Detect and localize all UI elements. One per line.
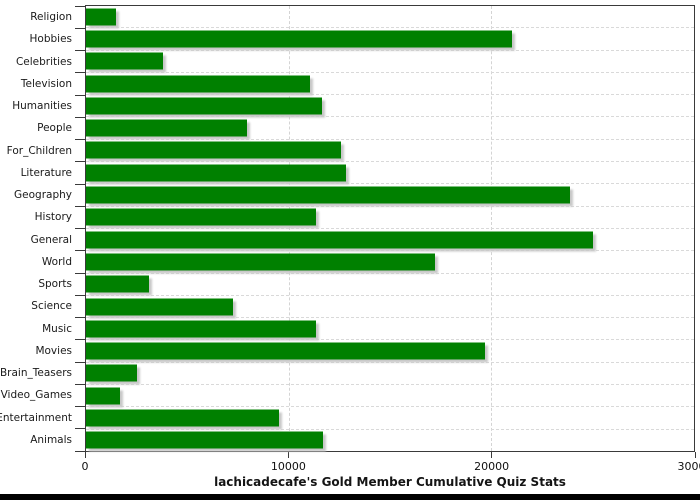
bar-history xyxy=(86,208,317,226)
y-axis-tick xyxy=(75,294,85,296)
x-axis-tick-30000 xyxy=(694,452,696,458)
bar-animals xyxy=(86,431,324,449)
y-axis-label-humanities: Humanities xyxy=(12,100,72,113)
y-axis-tick xyxy=(75,406,85,407)
y-axis-tick xyxy=(75,72,85,74)
y-axis-label-television: Television xyxy=(20,77,72,90)
y-axis-tick xyxy=(75,205,85,207)
y-axis-label-geography: Geography xyxy=(14,189,72,202)
y-axis-tick xyxy=(75,339,85,341)
bar-rows xyxy=(86,6,694,451)
y-axis-tick xyxy=(75,361,85,363)
bar-hobbies xyxy=(86,30,512,48)
bar-row xyxy=(86,229,694,252)
bar-row xyxy=(86,207,694,229)
y-axis-label-entertainment: Entertainment xyxy=(0,411,72,424)
y-axis-tick xyxy=(75,139,85,140)
y-axis-label-general: General xyxy=(30,233,72,246)
bar-sports xyxy=(86,275,149,293)
y-axis-tick xyxy=(75,383,85,385)
bar-row xyxy=(86,430,694,451)
bar-literature xyxy=(86,164,347,182)
x-axis-tick-10000 xyxy=(287,452,289,458)
bottom-border-strip xyxy=(0,494,700,500)
y-axis-tick xyxy=(75,228,85,229)
y-axis-tick xyxy=(75,428,85,430)
y-axis-labels: Religion Hobbies Celebrities Television Huma… xyxy=(0,6,72,451)
y-axis-tick xyxy=(75,94,85,96)
y-axis-tick xyxy=(75,450,85,452)
bar-row xyxy=(86,363,694,386)
bar-music xyxy=(86,320,317,338)
bar-celebrities xyxy=(86,52,163,70)
y-axis-tick xyxy=(75,183,85,185)
y-axis-label-religion: Religion xyxy=(30,11,72,24)
bar-row xyxy=(86,407,694,430)
bar-row xyxy=(86,95,694,118)
x-axis-label-20000: 20000 xyxy=(474,460,510,473)
bar-row xyxy=(86,184,694,207)
y-axis-label-sports: Sports xyxy=(38,278,72,291)
y-axis-tick xyxy=(75,27,85,29)
y-axis-label-literature: Literature xyxy=(20,166,72,179)
bar-row xyxy=(86,385,694,408)
bar-people xyxy=(86,119,248,137)
bar-geography xyxy=(86,186,571,204)
y-axis-tick xyxy=(75,161,85,163)
y-axis-tick xyxy=(75,50,85,51)
x-axis-tick-20000 xyxy=(491,452,493,458)
y-axis-label-animals: Animals xyxy=(30,433,72,446)
x-axis-label-0: 0 xyxy=(81,460,89,473)
bar-general xyxy=(86,231,593,249)
y-axis-label-video_games: Video_Games xyxy=(0,389,72,402)
bar-row xyxy=(86,162,694,185)
chart-title: lachicadecafe's Gold Member Cumulative Q… xyxy=(214,475,566,489)
y-axis-tick xyxy=(75,116,85,118)
bar-humanities xyxy=(86,97,323,115)
y-axis-tick xyxy=(75,317,85,318)
bar-row xyxy=(86,274,694,296)
bar-religion xyxy=(86,8,117,26)
bar-row xyxy=(86,140,694,163)
bar-row xyxy=(86,51,694,73)
y-axis-label-for_children: For_Children xyxy=(6,144,72,157)
y-axis-tick xyxy=(75,5,85,7)
plot-area xyxy=(85,5,695,452)
bar-row xyxy=(86,6,694,29)
bar-row xyxy=(86,296,694,319)
bar-television xyxy=(86,75,310,93)
bar-row xyxy=(86,28,694,51)
y-axis-label-music: Music xyxy=(42,322,72,335)
bar-row xyxy=(86,117,694,140)
y-axis-label-brain_teasers: Brain_Teasers xyxy=(0,367,72,380)
bar-world xyxy=(86,253,435,271)
bar-entertainment xyxy=(86,409,279,427)
bar-science xyxy=(86,298,233,315)
y-axis-label-celebrities: Celebrities xyxy=(15,55,72,68)
bar-video_games xyxy=(86,387,121,405)
y-axis-label-science: Science xyxy=(31,300,72,313)
x-axis-label-10000: 10000 xyxy=(270,460,306,473)
bar-for_children xyxy=(86,141,342,159)
x-axis-tick-0 xyxy=(84,452,86,458)
bar-row xyxy=(86,340,694,363)
y-axis-label-history: History xyxy=(34,211,72,224)
y-axis-label-world: World xyxy=(41,255,72,268)
x-axis-label-30000: 30000 xyxy=(677,460,700,473)
y-axis-tick xyxy=(75,272,85,274)
y-axis-label-movies: Movies xyxy=(35,344,72,357)
y-axis-label-hobbies: Hobbies xyxy=(29,33,73,46)
bar-row xyxy=(86,73,694,96)
bar-row xyxy=(86,251,694,274)
bar-row xyxy=(86,318,694,341)
y-axis-tick xyxy=(75,250,85,252)
y-axis-label-people: People xyxy=(37,122,72,135)
bar-brain_teasers xyxy=(86,364,137,382)
bar-movies xyxy=(86,342,486,360)
